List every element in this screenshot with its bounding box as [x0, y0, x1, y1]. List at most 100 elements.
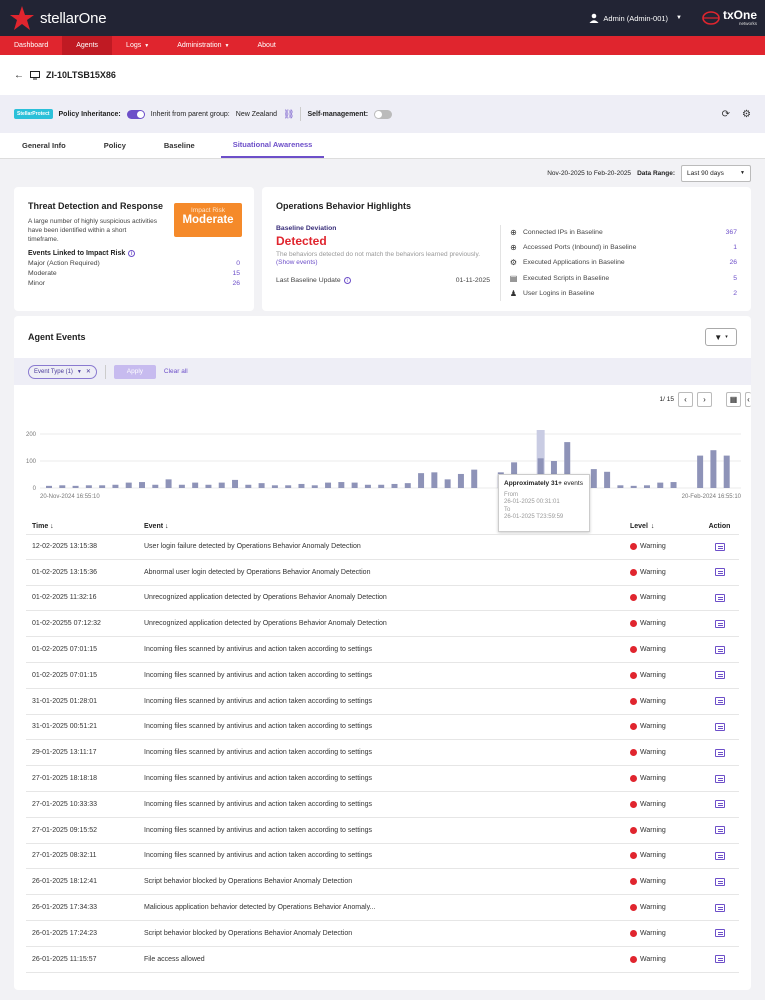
- chart-bar[interactable]: [364, 484, 371, 488]
- table-row[interactable]: 26-01-2025 17:24:23 Script behavior block…: [26, 921, 739, 947]
- chart-bar[interactable]: [99, 485, 106, 488]
- view-details-icon[interactable]: [714, 748, 725, 757]
- table-row[interactable]: 26-01-2025 17:34:33 Malicious application…: [26, 895, 739, 921]
- table-view-icon[interactable]: ▦: [726, 392, 741, 407]
- table-row[interactable]: 31-01-2025 00:51:21 Incoming files scanne…: [26, 715, 739, 741]
- chart-bar[interactable]: [378, 484, 385, 488]
- chart-bar[interactable]: [165, 479, 172, 488]
- tab-general-info[interactable]: General Info: [22, 141, 66, 150]
- chart-bar[interactable]: [139, 482, 145, 488]
- view-details-icon[interactable]: [714, 593, 725, 602]
- stat-value[interactable]: 5: [733, 274, 737, 282]
- chart-bar[interactable]: [85, 485, 92, 488]
- view-details-icon[interactable]: [714, 671, 725, 680]
- view-details-icon[interactable]: [714, 877, 725, 886]
- event-type-chip[interactable]: Event Type (1) ▼ ✕: [28, 364, 97, 379]
- close-icon[interactable]: ✕: [85, 369, 91, 375]
- view-details-icon[interactable]: [714, 955, 725, 964]
- tab-policy[interactable]: Policy: [103, 141, 126, 150]
- hierarchy-icon[interactable]: ⛓: [283, 108, 295, 119]
- table-row[interactable]: 01-02-2025 11:32:16 Unrecognized applicat…: [26, 586, 739, 612]
- table-row[interactable]: 27-01-2025 09:15:52 Incoming files scanne…: [26, 818, 739, 844]
- stat-value[interactable]: 1: [733, 244, 737, 252]
- view-details-icon[interactable]: [714, 800, 725, 809]
- nav-dashboard[interactable]: Dashboard: [0, 36, 62, 55]
- gear-icon[interactable]: ⚙: [742, 108, 751, 120]
- risk-count[interactable]: 15: [232, 270, 240, 277]
- chart-bar[interactable]: [537, 458, 544, 488]
- table-row[interactable]: 01-02-2025 07:01:15 Incoming files scanne…: [26, 637, 739, 663]
- apply-button[interactable]: Apply: [113, 364, 156, 379]
- view-details-icon[interactable]: [714, 542, 725, 551]
- view-details-icon[interactable]: [714, 619, 725, 628]
- chart-bar[interactable]: [59, 485, 66, 488]
- table-row[interactable]: 01-02-2025 13:15:36 Abnormal user login d…: [26, 560, 739, 586]
- chart-bar[interactable]: [471, 469, 478, 488]
- chart-bar[interactable]: [178, 484, 185, 488]
- nav-agents[interactable]: Agents: [62, 36, 113, 55]
- chart-bar[interactable]: [72, 485, 79, 488]
- chart-bar[interactable]: [232, 479, 239, 488]
- chart-bar[interactable]: [285, 485, 292, 488]
- table-row[interactable]: 27-01-2025 08:32:11 Incoming files scanne…: [26, 844, 739, 870]
- chart-bar[interactable]: [258, 483, 265, 488]
- chart-bar[interactable]: [311, 485, 318, 488]
- chart-bar[interactable]: [604, 471, 611, 488]
- stat-value[interactable]: 26: [729, 259, 737, 267]
- table-row[interactable]: 26-01-2025 11:15:57 File access allowed Wa…: [26, 947, 739, 973]
- chart-bar[interactable]: [564, 442, 571, 488]
- sync-icon[interactable]: ⟳: [721, 108, 731, 120]
- chart-bar[interactable]: [444, 479, 451, 488]
- view-details-icon[interactable]: [714, 645, 725, 654]
- nav-logs[interactable]: Logs ▼: [112, 36, 163, 55]
- chart-bar[interactable]: [418, 473, 425, 488]
- table-row[interactable]: 31-01-2025 01:28:01 Incoming files scanne…: [26, 689, 739, 715]
- view-details-icon[interactable]: [714, 903, 725, 912]
- chart-bar[interactable]: [590, 469, 597, 488]
- next-page-button[interactable]: ›: [697, 392, 712, 407]
- tab-situational-awareness[interactable]: Situational Awareness: [220, 133, 325, 158]
- chart-bar[interactable]: [391, 483, 398, 488]
- chart-bar[interactable]: [617, 485, 624, 488]
- table-row[interactable]: 01-02-20255 07:12:32 Unrecognized applica…: [26, 611, 739, 638]
- chart-bar[interactable]: [630, 485, 637, 488]
- stat-value[interactable]: 2: [733, 289, 737, 297]
- chart-bar[interactable]: [431, 472, 438, 488]
- info-icon[interactable]: i: [128, 250, 136, 257]
- table-row[interactable]: 01-02-2025 07:01:15 Incoming files scanne…: [26, 663, 739, 689]
- chart-bar[interactable]: [152, 484, 159, 488]
- view-details-icon[interactable]: [714, 697, 725, 706]
- chart-bar[interactable]: [192, 482, 199, 488]
- chart-bar[interactable]: [46, 485, 52, 488]
- stat-value[interactable]: 367: [725, 229, 737, 237]
- chart-bar[interactable]: [670, 482, 677, 488]
- self-management-toggle[interactable]: [374, 109, 393, 119]
- view-details-icon[interactable]: [714, 826, 725, 835]
- view-details-icon[interactable]: [714, 929, 725, 938]
- table-row[interactable]: 29-01-2025 13:11:17 Incoming files scanne…: [26, 740, 739, 767]
- nav-about[interactable]: About: [244, 36, 290, 55]
- chart-bar[interactable]: [245, 484, 252, 488]
- chart-bar[interactable]: [271, 485, 278, 488]
- more-icon[interactable]: ‹: [745, 392, 751, 407]
- view-details-icon[interactable]: [714, 774, 725, 783]
- chart-bar[interactable]: [710, 450, 717, 488]
- chart-bar[interactable]: [404, 483, 411, 488]
- chart-bar[interactable]: [338, 482, 345, 488]
- view-details-icon[interactable]: [714, 722, 725, 731]
- policy-inheritance-toggle[interactable]: [126, 109, 145, 119]
- table-row[interactable]: 27-01-2025 18:18:18 Incoming files scanne…: [26, 766, 739, 792]
- chart-bar[interactable]: [112, 484, 119, 488]
- col-event[interactable]: Event ↓: [144, 523, 630, 530]
- view-details-icon[interactable]: [714, 851, 725, 860]
- show-events-link[interactable]: (Show events): [276, 259, 318, 266]
- clear-all-link[interactable]: Clear all: [163, 368, 188, 375]
- events-histogram[interactable]: 0 100 200 20-Nov-2024 16:55:10 20-Feb-2024 1…: [14, 424, 751, 514]
- app-logo[interactable]: stellarOne: [8, 4, 107, 32]
- table-row[interactable]: 26-01-2025 18:12:41 Script behavior block…: [26, 869, 739, 896]
- chevron-down-icon[interactable]: ▼: [76, 368, 82, 375]
- info-icon[interactable]: i: [343, 277, 351, 284]
- col-level[interactable]: Level ↓: [630, 523, 700, 530]
- chart-bar[interactable]: [657, 482, 664, 488]
- view-details-icon[interactable]: [714, 568, 725, 577]
